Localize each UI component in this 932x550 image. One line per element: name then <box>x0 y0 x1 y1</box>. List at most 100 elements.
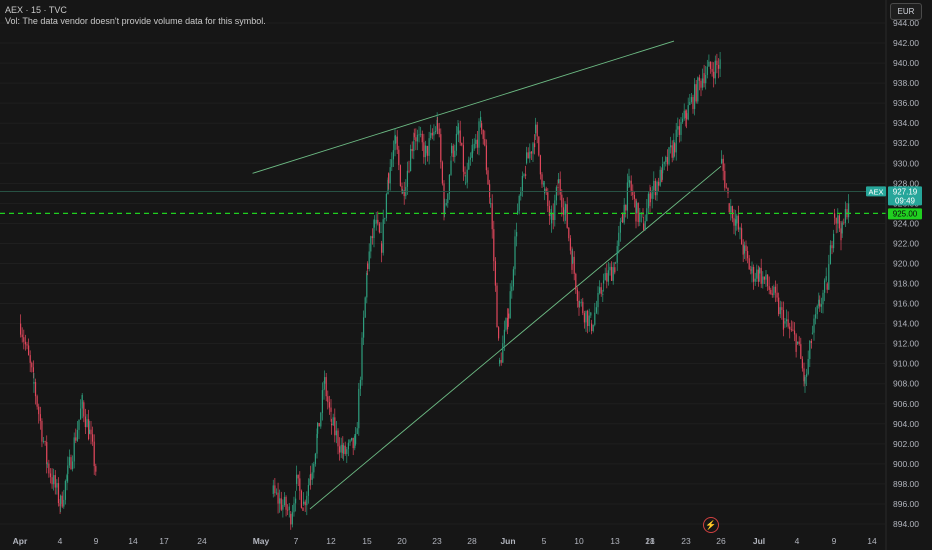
horizontal-line[interactable] <box>0 191 886 215</box>
candle-body <box>651 190 653 199</box>
candle-body <box>756 269 758 279</box>
candle-body <box>665 157 667 162</box>
trendlines[interactable] <box>252 40 722 510</box>
candle-body <box>759 267 761 274</box>
candle-body <box>774 286 777 293</box>
candle-body <box>536 124 538 137</box>
candle-body <box>689 102 691 106</box>
candle-body <box>72 461 74 470</box>
time-tick-label: 24 <box>197 536 207 546</box>
candle-body <box>561 194 563 208</box>
candle-body <box>391 159 393 168</box>
candle-body <box>558 179 560 184</box>
candle-body <box>770 289 772 294</box>
candle-body <box>527 152 529 159</box>
candle-body <box>526 152 528 164</box>
candle-body <box>76 429 78 441</box>
candle-body <box>625 204 627 211</box>
candle-body <box>283 496 286 505</box>
currency-button[interactable]: EUR <box>890 3 922 20</box>
candle-body <box>597 293 599 308</box>
candle-body <box>302 507 304 511</box>
candle-body <box>53 475 55 485</box>
candle-body <box>700 80 702 88</box>
candle-body <box>458 130 460 134</box>
candle-body <box>465 182 467 184</box>
candle-body <box>670 145 672 148</box>
candle-body <box>347 442 349 450</box>
time-tick-label: 26 <box>716 536 726 546</box>
candle-body <box>647 193 649 209</box>
candle-body <box>310 473 312 480</box>
candle-body <box>782 309 785 330</box>
candle-body <box>325 377 327 397</box>
candle-body <box>461 142 463 146</box>
candle-body <box>363 317 365 338</box>
candle-body <box>565 204 567 214</box>
candle-body <box>61 495 63 507</box>
candle-body <box>622 213 624 223</box>
candle-body <box>316 434 318 454</box>
candle-body <box>694 84 696 110</box>
candle-body <box>54 475 56 488</box>
candle-body <box>819 303 821 307</box>
candle-body <box>420 133 422 135</box>
candle-body <box>413 133 415 138</box>
price-tick-label: 938.00 <box>893 78 919 88</box>
time-tick-label: 28 <box>467 536 477 546</box>
candle-body <box>838 215 840 229</box>
candle-body <box>399 165 401 186</box>
candle-body <box>745 245 747 252</box>
candle-body <box>73 437 75 462</box>
candle-body <box>753 266 755 282</box>
candle-body <box>516 232 518 237</box>
candle-body <box>545 188 547 193</box>
candle-body <box>408 170 410 172</box>
candle-body <box>835 217 837 224</box>
candle-body <box>557 187 559 189</box>
candle-body <box>779 307 781 315</box>
candle-body <box>451 145 453 154</box>
candle-body <box>730 206 732 213</box>
candle-body <box>714 60 716 79</box>
candle-body <box>653 180 655 191</box>
candle-body <box>447 193 449 204</box>
candle-body <box>374 223 376 225</box>
candle-body <box>496 285 498 328</box>
candle-body <box>837 215 839 224</box>
candle-body <box>793 330 796 335</box>
candle-body <box>661 169 663 182</box>
candle-body <box>822 292 824 305</box>
price-axis[interactable]: 894.00 896.00 898.00 900.00 902.00 904.00 906.… <box>885 0 919 550</box>
candle-body <box>523 174 525 176</box>
price-tick-label: 920.00 <box>893 258 919 268</box>
candle-body <box>767 274 769 287</box>
candle-body <box>60 495 62 504</box>
candle-body <box>469 157 471 160</box>
candle-body <box>675 129 677 153</box>
candle-body <box>382 219 384 253</box>
candle-body <box>75 437 77 441</box>
candle-body <box>841 222 843 234</box>
candle-body <box>33 382 35 384</box>
candle-body <box>398 149 400 166</box>
candle-body <box>595 307 597 313</box>
candle-body <box>662 164 664 174</box>
candle-body <box>508 313 510 319</box>
candle-body <box>548 206 550 217</box>
lightning-icon[interactable]: ⚡ <box>703 517 719 533</box>
time-tick-label: 12 <box>326 536 336 546</box>
candle-body <box>575 273 577 290</box>
candle-body <box>349 440 351 443</box>
candle-body <box>592 324 594 331</box>
time-tick-label: Jun <box>500 536 515 546</box>
price-tick-label: 944.00 <box>893 18 919 28</box>
time-tick-label: 9 <box>832 536 837 546</box>
candle-body <box>331 423 333 426</box>
candle-body <box>674 143 676 153</box>
candle-body <box>748 258 750 270</box>
candle-body <box>630 180 632 191</box>
candle-body <box>559 179 561 195</box>
